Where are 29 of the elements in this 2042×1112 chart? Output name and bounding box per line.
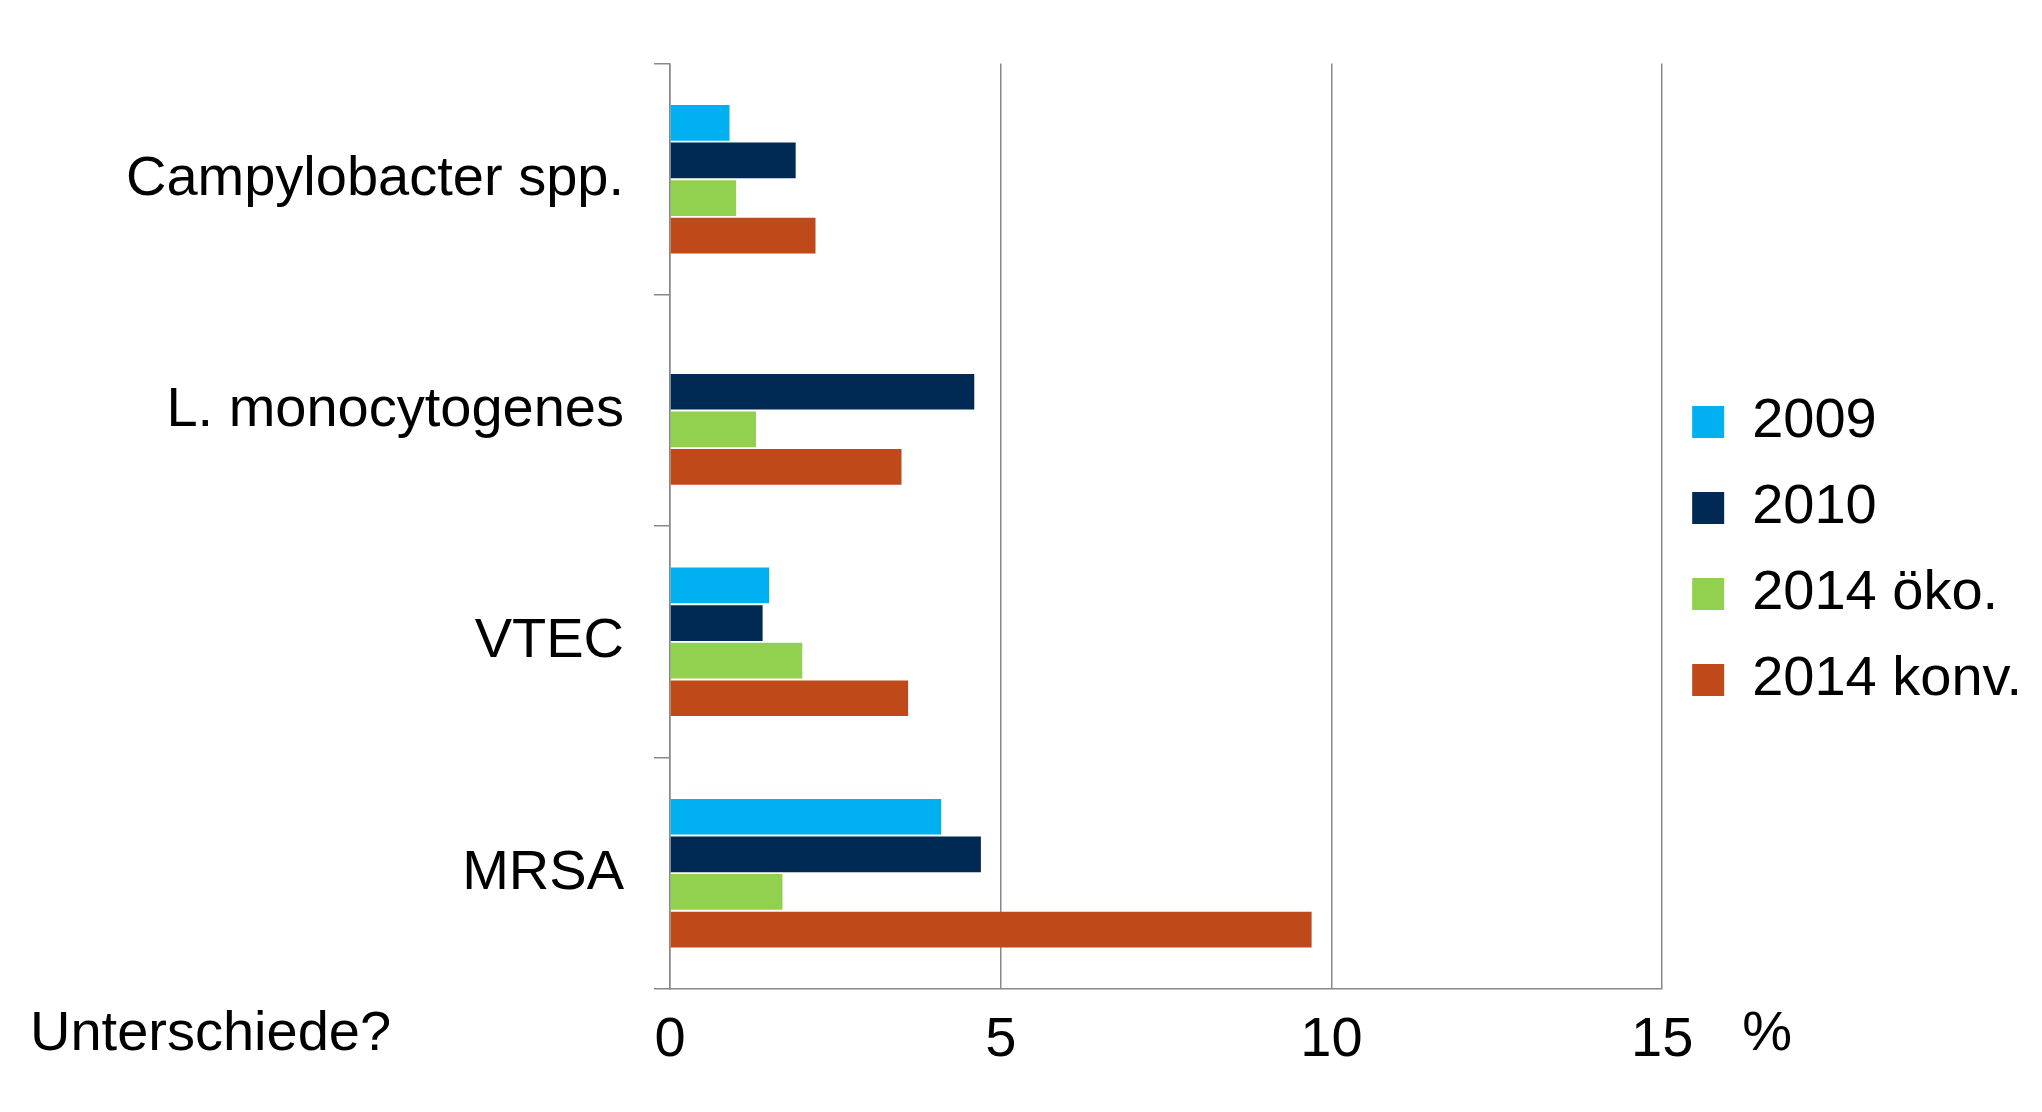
legend-label: 2010 bbox=[1752, 472, 1877, 536]
y-tick-label: VTEC bbox=[474, 606, 624, 670]
x-tick-label: 5 bbox=[985, 1004, 1017, 1068]
bar bbox=[670, 874, 783, 910]
bar bbox=[670, 217, 816, 254]
bar bbox=[670, 142, 796, 179]
x-tick-label: 10 bbox=[1300, 1004, 1363, 1068]
legend-label: 2014 öko. bbox=[1752, 558, 1999, 622]
bar bbox=[670, 105, 730, 141]
bar bbox=[670, 373, 975, 410]
x-tick-label: 0 bbox=[654, 1004, 686, 1068]
bar bbox=[670, 411, 756, 448]
y-tick-label: L. monocytogenes bbox=[166, 374, 624, 438]
bar bbox=[670, 605, 763, 641]
bar bbox=[670, 680, 909, 717]
bar bbox=[670, 567, 770, 604]
legend-label: 2009 bbox=[1752, 386, 1877, 450]
bar bbox=[670, 836, 981, 873]
bar bbox=[670, 798, 942, 835]
x-axis-title: % bbox=[1742, 999, 1792, 1063]
legend-label: 2014 konv. bbox=[1752, 644, 2022, 708]
bar bbox=[670, 449, 902, 485]
bar bbox=[670, 642, 803, 679]
y-tick-label: Campylobacter spp. bbox=[125, 143, 624, 207]
x-tick-label: 15 bbox=[1631, 1004, 1694, 1068]
bar bbox=[670, 180, 737, 216]
text: Unterschiede? bbox=[30, 999, 392, 1063]
bar bbox=[670, 911, 1312, 948]
y-tick-label: MRSA bbox=[462, 837, 625, 901]
